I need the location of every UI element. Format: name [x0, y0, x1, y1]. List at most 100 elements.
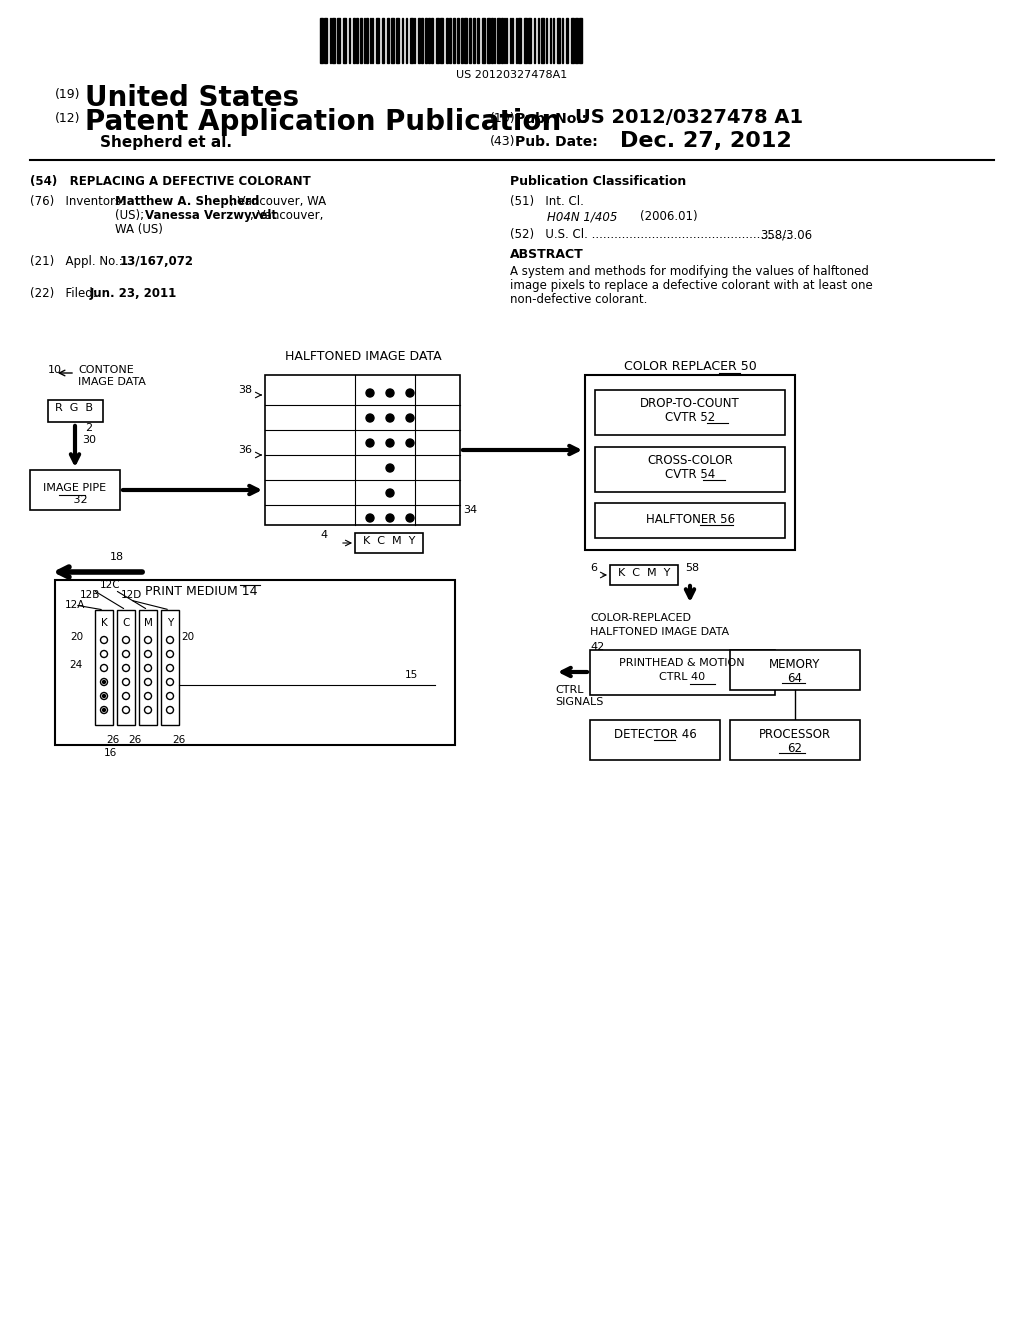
- Bar: [469, 18, 471, 63]
- Bar: [161, 610, 179, 725]
- Text: 64: 64: [787, 672, 803, 685]
- Text: 16: 16: [103, 748, 117, 758]
- Text: Shepherd et al.: Shepherd et al.: [100, 135, 232, 150]
- Bar: [575, 18, 578, 63]
- Text: (54)   REPLACING A DEFECTIVE COLORANT: (54) REPLACING A DEFECTIVE COLORANT: [30, 176, 310, 187]
- Bar: [487, 18, 490, 63]
- Text: A system and methods for modifying the values of halftoned: A system and methods for modifying the v…: [510, 265, 869, 279]
- Bar: [337, 18, 340, 63]
- Text: (21)   Appl. No.:: (21) Appl. No.:: [30, 255, 123, 268]
- Text: ABSTRACT: ABSTRACT: [510, 248, 584, 261]
- Bar: [48, 400, 103, 422]
- Text: 12B: 12B: [80, 590, 100, 601]
- Bar: [139, 610, 157, 725]
- Text: PRINTHEAD & MOTION: PRINTHEAD & MOTION: [620, 657, 744, 668]
- Text: 26: 26: [106, 735, 119, 744]
- Text: 38: 38: [238, 385, 252, 395]
- Text: (10): (10): [490, 112, 516, 125]
- Bar: [482, 18, 485, 63]
- Bar: [464, 18, 467, 63]
- Text: 13/167,072: 13/167,072: [120, 255, 194, 268]
- Text: 10: 10: [48, 366, 62, 375]
- Text: COLOR-REPLACED: COLOR-REPLACED: [590, 612, 691, 623]
- Bar: [30, 470, 120, 510]
- Text: PROCESSOR: PROCESSOR: [759, 729, 831, 741]
- Bar: [528, 18, 531, 63]
- Text: 36: 36: [238, 445, 252, 455]
- Text: IMAGE PIPE
   32: IMAGE PIPE 32: [43, 483, 106, 504]
- Text: United States: United States: [85, 84, 299, 112]
- Text: H04N 1/405: H04N 1/405: [547, 210, 617, 223]
- Bar: [391, 18, 394, 63]
- Bar: [579, 18, 582, 63]
- Text: (US);: (US);: [115, 209, 147, 222]
- Text: (19): (19): [55, 88, 81, 102]
- Text: DROP-TO-COUNT: DROP-TO-COUNT: [640, 397, 740, 411]
- Text: Jun. 23, 2011: Jun. 23, 2011: [90, 286, 177, 300]
- Text: 4: 4: [319, 531, 327, 540]
- Bar: [440, 18, 443, 63]
- Text: 20: 20: [181, 632, 195, 642]
- Text: CTRL
SIGNALS: CTRL SIGNALS: [555, 685, 603, 706]
- Bar: [332, 18, 335, 63]
- Text: CVTR 54: CVTR 54: [665, 469, 715, 480]
- Circle shape: [386, 414, 394, 422]
- Bar: [410, 18, 413, 63]
- Bar: [461, 18, 463, 63]
- Text: (76)   Inventors:: (76) Inventors:: [30, 195, 125, 209]
- Circle shape: [102, 681, 105, 684]
- Text: Publication Classification: Publication Classification: [510, 176, 686, 187]
- Bar: [518, 18, 521, 63]
- Circle shape: [406, 440, 414, 447]
- Bar: [324, 18, 327, 63]
- Circle shape: [366, 440, 374, 447]
- Text: (12): (12): [55, 112, 81, 125]
- Bar: [590, 719, 720, 760]
- Circle shape: [406, 389, 414, 397]
- Text: 358/3.06: 358/3.06: [760, 228, 812, 242]
- Text: , Vancouver,: , Vancouver,: [250, 209, 324, 222]
- Text: HALFTONED IMAGE DATA: HALFTONED IMAGE DATA: [590, 627, 729, 638]
- Text: (51)   Int. Cl.: (51) Int. Cl.: [510, 195, 584, 209]
- Text: Patent Application Publication: Patent Application Publication: [85, 108, 561, 136]
- Text: HALFTONED IMAGE DATA: HALFTONED IMAGE DATA: [285, 350, 441, 363]
- Bar: [477, 18, 479, 63]
- Text: 26: 26: [128, 735, 141, 744]
- Circle shape: [406, 414, 414, 422]
- Bar: [355, 533, 423, 553]
- Text: 26: 26: [172, 735, 185, 744]
- Text: 12A: 12A: [65, 601, 85, 610]
- Bar: [457, 18, 459, 63]
- Text: Pub. Date:: Pub. Date:: [515, 135, 598, 149]
- Circle shape: [102, 694, 105, 697]
- Bar: [353, 18, 355, 63]
- Text: 24: 24: [70, 660, 83, 671]
- Bar: [360, 18, 362, 63]
- Bar: [265, 375, 460, 525]
- Text: 34: 34: [463, 506, 477, 515]
- Circle shape: [406, 513, 414, 521]
- Bar: [396, 18, 399, 63]
- Text: , Vancouver, WA: , Vancouver, WA: [230, 195, 326, 209]
- Circle shape: [386, 389, 394, 397]
- Text: CROSS-COLOR: CROSS-COLOR: [647, 454, 733, 467]
- Bar: [376, 18, 379, 63]
- Text: CVTR 52: CVTR 52: [665, 411, 715, 424]
- Bar: [571, 18, 574, 63]
- Bar: [425, 18, 427, 63]
- Text: 58: 58: [685, 564, 699, 573]
- Bar: [421, 18, 423, 63]
- Text: K  C  M  Y: K C M Y: [362, 536, 415, 546]
- Text: US 2012/0327478 A1: US 2012/0327478 A1: [575, 108, 803, 127]
- Text: 2: 2: [85, 422, 92, 433]
- Text: (43): (43): [490, 135, 515, 148]
- Bar: [590, 649, 775, 696]
- Bar: [557, 18, 560, 63]
- Bar: [595, 447, 785, 492]
- Bar: [453, 18, 455, 63]
- Circle shape: [386, 488, 394, 498]
- Bar: [418, 18, 420, 63]
- Text: WA (US): WA (US): [115, 223, 163, 236]
- Bar: [387, 18, 389, 63]
- Bar: [319, 18, 323, 63]
